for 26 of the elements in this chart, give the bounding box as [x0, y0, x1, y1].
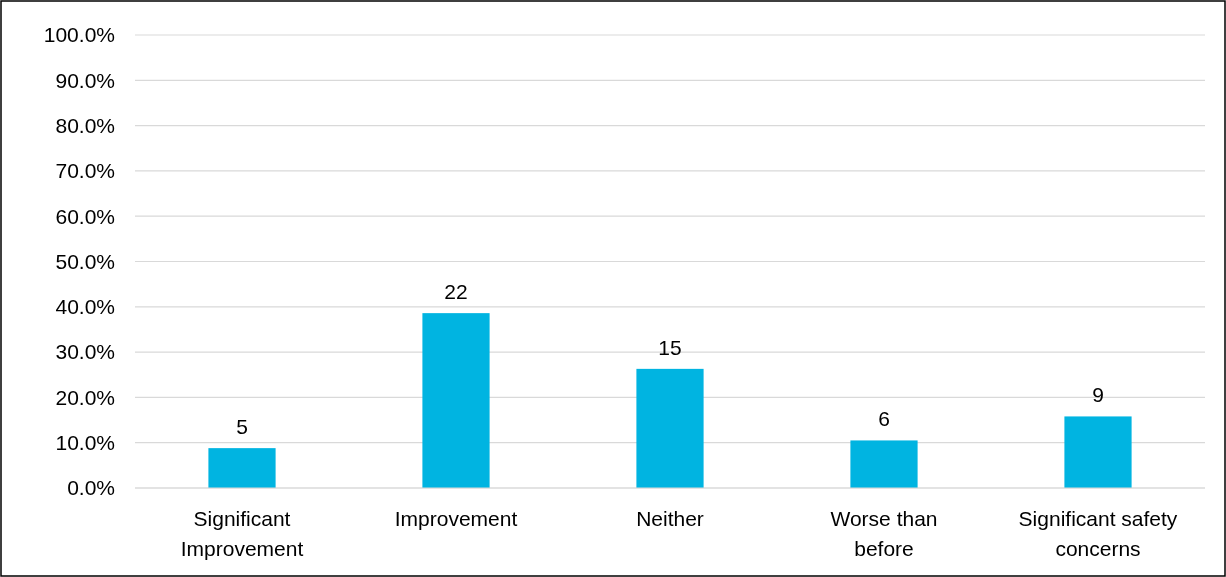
annotation: 22: [444, 280, 468, 304]
y-tick-label: 100.0%: [43, 23, 115, 47]
x-tick-label: Improvement: [394, 507, 518, 530]
y-tick-label: 60.0%: [55, 204, 115, 228]
annotation: 6: [878, 407, 890, 431]
annotation: 9: [1092, 383, 1104, 407]
y-tick-label: 80.0%: [55, 113, 115, 137]
x-tick-label: Neither: [636, 507, 704, 530]
y-tick-label: 0.0%: [67, 476, 115, 500]
annotation: 15: [658, 335, 682, 359]
y-tick-label: 90.0%: [55, 68, 115, 92]
y-tick-label: 10.0%: [55, 431, 115, 455]
y-tick-label: 30.0%: [55, 340, 115, 364]
annotation: 5: [236, 415, 248, 439]
bar: [422, 313, 490, 488]
bar: [636, 368, 704, 488]
y-tick-label: 40.0%: [55, 295, 115, 319]
y-tick-label: 50.0%: [55, 249, 115, 273]
bar: [1064, 416, 1132, 488]
bar: [208, 448, 276, 488]
x-tick-label: Significant safety concerns: [1018, 507, 1178, 560]
y-tick-label: 70.0%: [55, 159, 115, 183]
x-tick-label: Worse than before: [830, 507, 938, 560]
bar: [850, 440, 918, 488]
x-tick-label: Significant Improvement: [180, 507, 304, 560]
y-tick-label: 20.0%: [55, 385, 115, 409]
